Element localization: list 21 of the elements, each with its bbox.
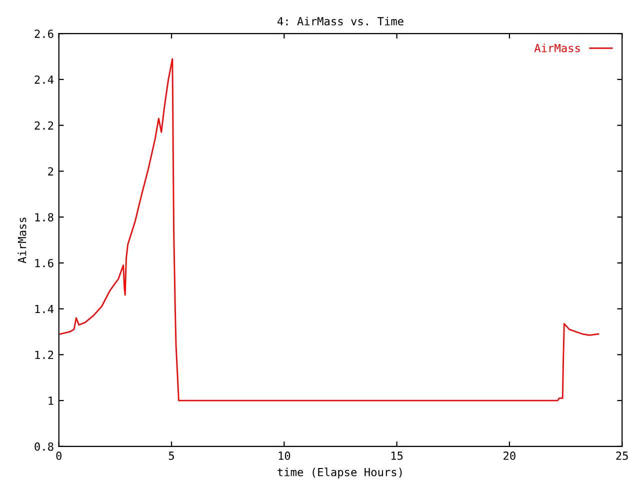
y-tick-label: 2.2 xyxy=(34,121,54,130)
x-tick-label: 5 xyxy=(168,452,174,460)
x-tick-label: 0 xyxy=(56,452,62,460)
y-tick-label: 1.8 xyxy=(35,213,54,222)
chart-title: 4: AirMass vs. Time xyxy=(277,16,404,26)
x-tick-label: 20 xyxy=(504,452,516,460)
y-tick-label: 1.4 xyxy=(35,304,54,314)
line-series xyxy=(60,58,600,402)
x-tick-label: 15 xyxy=(391,452,403,460)
y-axis-title: AirMass xyxy=(18,218,26,264)
y-tick-label: 2 xyxy=(48,167,54,176)
y-tick-label: 1.6 xyxy=(35,258,54,268)
y-tick-label: 1 xyxy=(48,396,54,405)
y-tick-label: 2.6 xyxy=(34,30,54,38)
x-axis-title: time (Elapse Hours) xyxy=(278,468,402,478)
y-tick-label: 1.2 xyxy=(35,350,54,359)
legend-label: AirMass xyxy=(534,44,580,52)
x-tick-label: 10 xyxy=(278,452,290,460)
x-tick-label: 25 xyxy=(616,452,628,460)
y-tick-label: 2.4 xyxy=(34,75,54,84)
y-tick-label: 0.8 xyxy=(34,442,54,451)
